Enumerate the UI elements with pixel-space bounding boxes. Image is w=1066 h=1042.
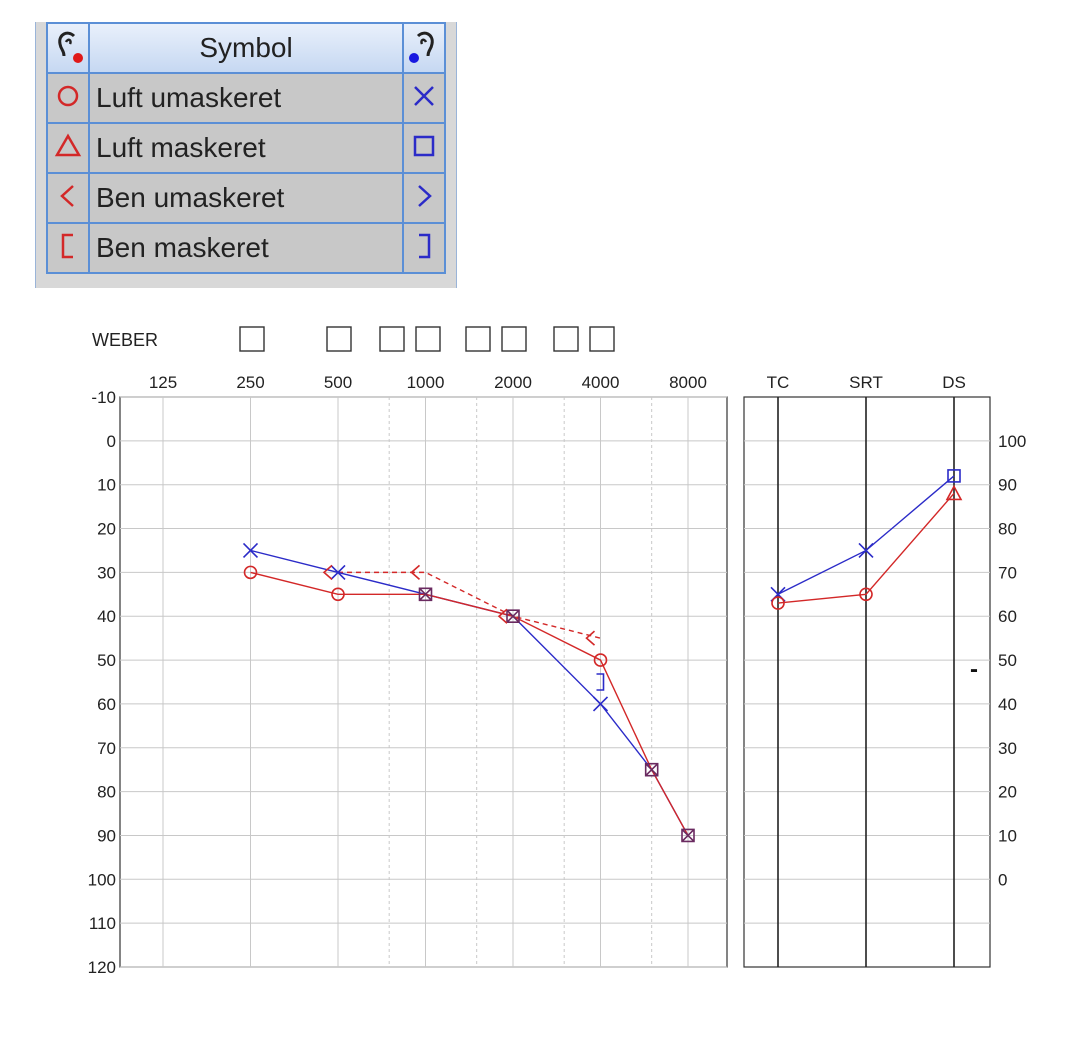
legend-header-row: Symbol <box>46 22 446 74</box>
weber-box <box>415 326 441 352</box>
data-point-right-air <box>243 565 258 580</box>
weber-box <box>501 326 527 352</box>
data-point-left-air <box>330 564 346 580</box>
x-tick-label: 500 <box>324 373 352 392</box>
square-icon <box>402 122 446 174</box>
circle-icon <box>46 72 90 124</box>
y-tick-label: 90 <box>97 826 116 845</box>
triangle-icon <box>46 122 90 174</box>
x-tick-label: 250 <box>236 373 264 392</box>
y-tick-label: 60 <box>97 695 116 714</box>
x-tick-label: 2000 <box>494 373 532 392</box>
weber-boxes <box>239 326 615 352</box>
data-point-left-air <box>592 696 609 712</box>
y-tick-label: 110 <box>89 914 116 933</box>
legend-header-label: Symbol <box>88 22 404 74</box>
y-tick-label: 10 <box>97 476 116 495</box>
symbol-legend: Symbol Luft umaskeret Luft maskere <box>35 22 457 288</box>
y-tick-label: 40 <box>97 607 116 626</box>
bracket-right-icon <box>402 222 446 274</box>
data-point-both-air <box>418 587 433 602</box>
data-point-both-air <box>506 609 520 624</box>
speech-y-tick-label: 90 <box>998 476 1017 495</box>
speech-x-tick-label: TC <box>767 373 790 392</box>
speech-plot-frame <box>743 396 991 968</box>
speech-y-tick-label: 100 <box>998 432 1026 451</box>
x-tick-label: 8000 <box>669 373 707 392</box>
speech-series-line-right <box>777 493 955 604</box>
speech-data-point-right <box>859 587 873 602</box>
speech-y-tick-label: 80 <box>998 520 1017 539</box>
legend-row: Luft maskeret <box>46 122 446 174</box>
right-ear-icon <box>46 22 90 74</box>
weber-box <box>379 326 405 352</box>
audiogram-plot: -10 0 10 20 30 40 50 60 70 80 90 100 110 120 125 250 500… <box>88 373 728 977</box>
symbol-legend-table: Symbol Luft umaskeret Luft maskere <box>46 22 446 274</box>
speech-y-tick-label: 50 <box>998 651 1017 670</box>
y-tick-label: 50 <box>97 651 116 670</box>
legend-row: Ben maskeret <box>46 222 446 274</box>
data-point-left-air <box>242 542 259 559</box>
legend-row-label: Ben maskeret <box>88 222 404 274</box>
speech-x-tick-label: DS <box>942 373 966 392</box>
left-ear-icon <box>402 22 446 74</box>
series-line-right-bone <box>338 571 601 639</box>
speech-y-tick-label: 60 <box>998 607 1017 626</box>
weber-box <box>465 326 491 352</box>
y-tick-label: -10 <box>91 388 116 407</box>
weber-box <box>589 326 615 352</box>
y-tick-label: 30 <box>97 563 116 582</box>
data-point-left-bone-masked <box>596 673 605 691</box>
weber-box <box>553 326 579 352</box>
speech-annotation: - <box>970 656 978 683</box>
speech-data-point-left <box>947 469 961 483</box>
data-point-right-bone <box>497 608 508 624</box>
x-tick-label: 1000 <box>407 373 445 392</box>
speech-y-tick-label: 20 <box>998 783 1017 802</box>
data-point-right-air <box>331 587 345 602</box>
plot-frame <box>119 396 728 968</box>
chevron-left-icon <box>46 172 90 224</box>
data-point-both-air <box>644 762 659 777</box>
x-tick-label: 125 <box>149 373 177 392</box>
speech-y-tick-label: 30 <box>998 739 1017 758</box>
data-point-both-air <box>681 828 695 843</box>
speech-data-point-right <box>945 484 963 501</box>
speech-data-point-left <box>858 542 874 559</box>
speech-y-tick-label: 10 <box>998 826 1017 845</box>
data-point-right-bone <box>410 564 421 580</box>
y-tick-label: 80 <box>97 783 116 802</box>
speech-y-tick-label: 70 <box>998 563 1017 582</box>
legend-row: Luft umaskeret <box>46 72 446 124</box>
bracket-left-icon <box>46 222 90 274</box>
legend-row-label: Luft maskeret <box>88 122 404 174</box>
legend-row: Ben umaskeret <box>46 172 446 224</box>
chevron-right-icon <box>402 172 446 224</box>
speech-data-point-right <box>771 596 785 610</box>
x-tick-label: 4000 <box>582 373 620 392</box>
y-tick-label: 20 <box>97 520 116 539</box>
speech-y-tick-label: 40 <box>998 695 1017 714</box>
y-tick-label: 70 <box>97 739 116 758</box>
legend-row-label: Ben umaskeret <box>88 172 404 224</box>
cross-icon <box>402 72 446 124</box>
speech-x-tick-label: SRT <box>849 373 883 392</box>
weber-box <box>239 326 265 352</box>
y-tick-label: 100 <box>88 870 116 889</box>
y-tick-label: 120 <box>88 958 116 977</box>
data-point-right-bone <box>585 630 596 646</box>
weber-label: WEBER <box>92 330 158 350</box>
weber-box <box>326 326 352 352</box>
speech-y-tick-label: 0 <box>998 870 1007 889</box>
y-tick-label: 0 <box>107 432 116 451</box>
data-point-right-bone <box>322 564 333 580</box>
legend-row-label: Luft umaskeret <box>88 72 404 124</box>
data-point-right-air <box>593 653 608 667</box>
